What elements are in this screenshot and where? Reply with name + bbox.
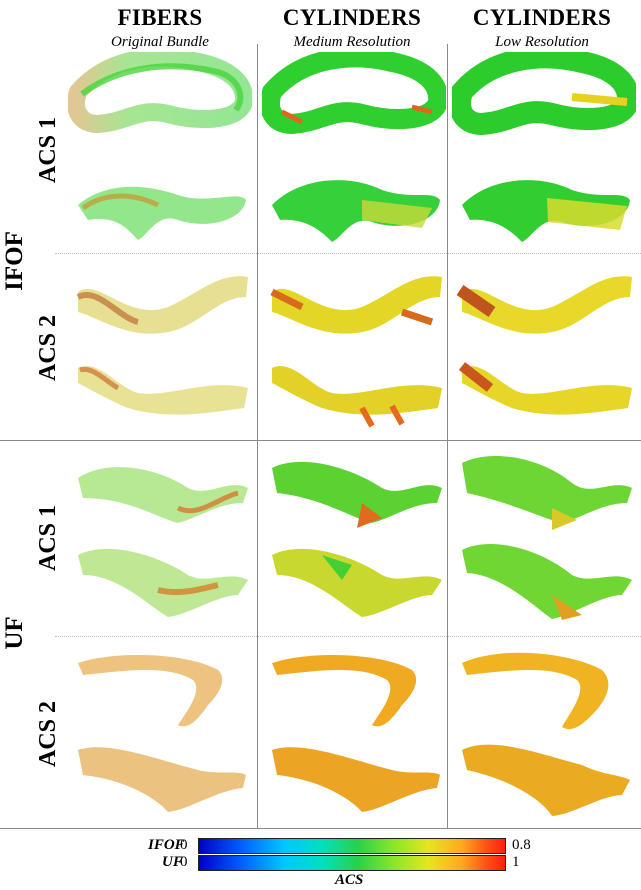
ifof-acs1-cylinders-low-bottom [452,160,636,248]
column-subtitle: Original Bundle [111,34,209,50]
colorbar-uf [198,855,506,871]
uf-acs2-cylinders-medium-top [262,645,446,733]
ifof-acs1-cylinders-medium-top [262,52,446,140]
ifof-acs1-fibers-top [68,52,252,140]
group-label-uf-acs1: ACS 1 [35,505,61,572]
uf-acs1-cylinders-low-top [452,448,636,536]
column-header-cylinders-low: CYLINDERS Low Resolution [447,6,637,52]
column-title: CYLINDERS [282,5,422,30]
uf-acs1-cylinders-low-bottom [452,535,636,623]
column-subtitle: Medium Resolution [293,34,411,50]
bundle-divider [0,440,641,441]
legend-row-label-uf: UF [162,854,183,870]
uf-acs1-fibers-top [68,448,252,536]
legend-min-ifof: 0 [180,837,188,853]
uf-acs2-cylinders-low-bottom [452,730,636,818]
column-header-fibers: FIBERS Original Bundle [65,6,255,52]
ifof-acs2-cylinders-medium-bottom [262,348,446,436]
ifof-acs2-fibers-bottom [68,348,252,436]
column-subtitle: Low Resolution [495,34,589,50]
group-label-uf-acs2: ACS 2 [35,701,61,768]
group-divider [55,636,641,637]
group-label-ifof-acs1: ACS 1 [35,117,61,184]
colorbar-ifof [198,838,506,854]
ifof-acs2-cylinders-medium-top [262,262,446,350]
column-title: CYLINDERS [472,5,612,30]
bundle-label-ifof: IFOF [1,231,28,291]
ifof-acs1-cylinders-low-top [452,52,636,140]
legend-axis-label: ACS [335,872,364,888]
uf-acs2-fibers-bottom [68,730,252,818]
legend-max-uf: 1 [512,854,520,870]
uf-acs1-cylinders-medium-top [262,448,446,536]
bundle-label-uf: UF [1,616,28,650]
uf-acs2-cylinders-low-top [452,645,636,733]
legend-min-uf: 0 [180,854,188,870]
uf-acs1-cylinders-medium-bottom [262,535,446,623]
uf-acs1-fibers-bottom [68,535,252,623]
column-header-cylinders-medium: CYLINDERS Medium Resolution [257,6,447,52]
column-divider [257,44,258,828]
column-divider [447,44,448,828]
legend-max-ifof: 0.8 [512,837,531,853]
ifof-acs2-cylinders-low-top [452,262,636,350]
column-title: FIBERS [117,5,203,30]
ifof-acs1-cylinders-medium-bottom [262,160,446,248]
ifof-acs2-fibers-top [68,262,252,350]
uf-acs2-fibers-top [68,645,252,733]
uf-acs2-cylinders-medium-bottom [262,730,446,818]
group-label-ifof-acs2: ACS 2 [35,315,61,382]
legend-row-label-ifof: IFOF [148,837,185,853]
ifof-acs1-fibers-bottom [68,160,252,248]
legend-divider [0,828,641,829]
group-divider [55,253,641,254]
ifof-acs2-cylinders-low-bottom [452,348,636,436]
